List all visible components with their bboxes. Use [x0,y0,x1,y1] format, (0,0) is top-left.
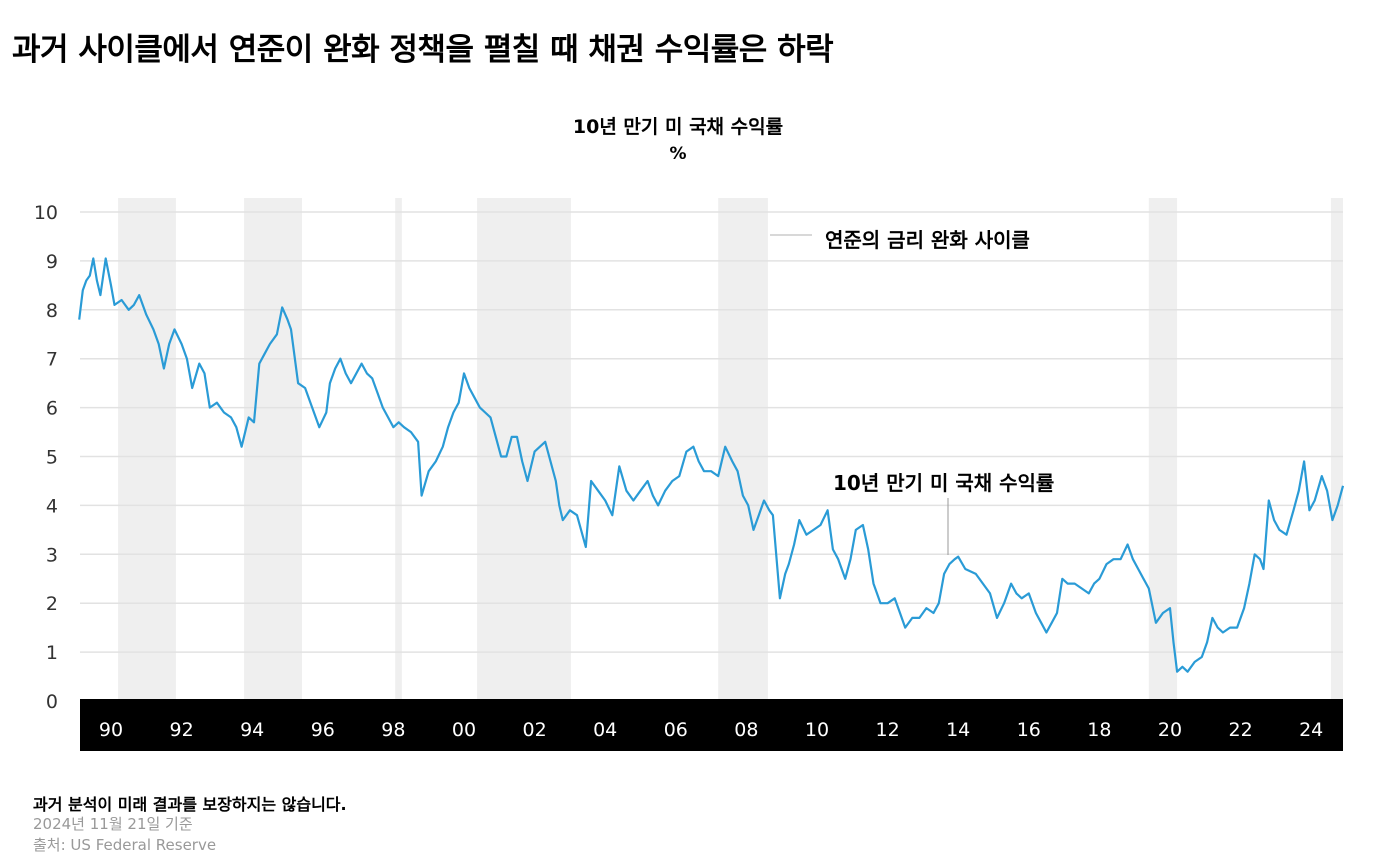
x-axis-bar [80,699,1343,751]
easing-cycle-band [244,198,302,699]
x-tick-label: 92 [170,719,194,741]
y-axis-ticks: 0 1 2 3 4 5 6 7 8 9 10 [34,202,58,713]
x-tick-label: 96 [311,719,335,741]
y-tick-label: 1 [46,642,58,664]
y-tick-label: 6 [46,398,58,420]
chart-title: 10년 만기 미 국채 수익률 [572,116,784,138]
x-tick-label: 04 [593,719,617,741]
y-tick-label: 4 [46,495,58,517]
y-tick-label: 9 [46,251,58,273]
x-tick-label: 90 [99,719,123,741]
x-axis-ticks: 90 92 94 96 98 00 02 04 06 08 10 12 14 16 18 20 22 24 [99,719,1323,741]
easing-legend-label: 연준의 금리 완화 사이클 [825,228,1030,252]
easing-cycle-band [395,198,402,699]
easing-cycle-band [1148,198,1178,699]
y-tick-label: 5 [46,447,58,469]
easing-cycle-band [477,198,571,699]
page-title: 과거 사이클에서 연준이 완화 정책을 펼칠 때 채권 수익률은 하락 [12,32,834,68]
x-tick-label: 12 [876,719,900,741]
easing-cycle-band [1330,198,1343,699]
series-lines [78,257,1345,673]
y-tick-label: 8 [46,300,58,322]
y-tick-label: 7 [46,349,58,371]
y-tick-label: 10 [34,202,58,224]
disclaimer: 과거 분석이 미래 결과를 보장하지는 않습니다. [33,795,347,814]
x-tick-label: 20 [1158,719,1182,741]
x-tick-label: 10 [805,719,829,741]
x-tick-label: 18 [1087,719,1111,741]
x-tick-label: 98 [381,719,405,741]
x-tick-label: 02 [523,719,547,741]
x-tick-label: 06 [664,719,688,741]
x-tick-label: 00 [452,719,476,741]
easing-cycle-bands [118,198,1343,699]
y-tick-label: 0 [46,691,58,713]
x-tick-label: 22 [1229,719,1253,741]
y-axis-unit: % [669,144,687,164]
easing-cycle-band [118,198,176,699]
x-tick-label: 08 [734,719,758,741]
x-tick-label: 94 [240,719,264,741]
yield-line [78,257,1345,673]
x-tick-label: 14 [946,719,970,741]
y-tick-label: 3 [46,544,58,566]
source: 출처: US Federal Reserve [33,836,217,854]
series-annotation-label: 10년 만기 미 국채 수익률 [833,471,1054,495]
as-of-date: 2024년 11월 21일 기준 [33,815,193,833]
y-tick-label: 2 [46,593,58,615]
x-tick-label: 24 [1299,719,1323,741]
x-tick-label: 16 [1017,719,1041,741]
grid-lines [80,211,1343,653]
